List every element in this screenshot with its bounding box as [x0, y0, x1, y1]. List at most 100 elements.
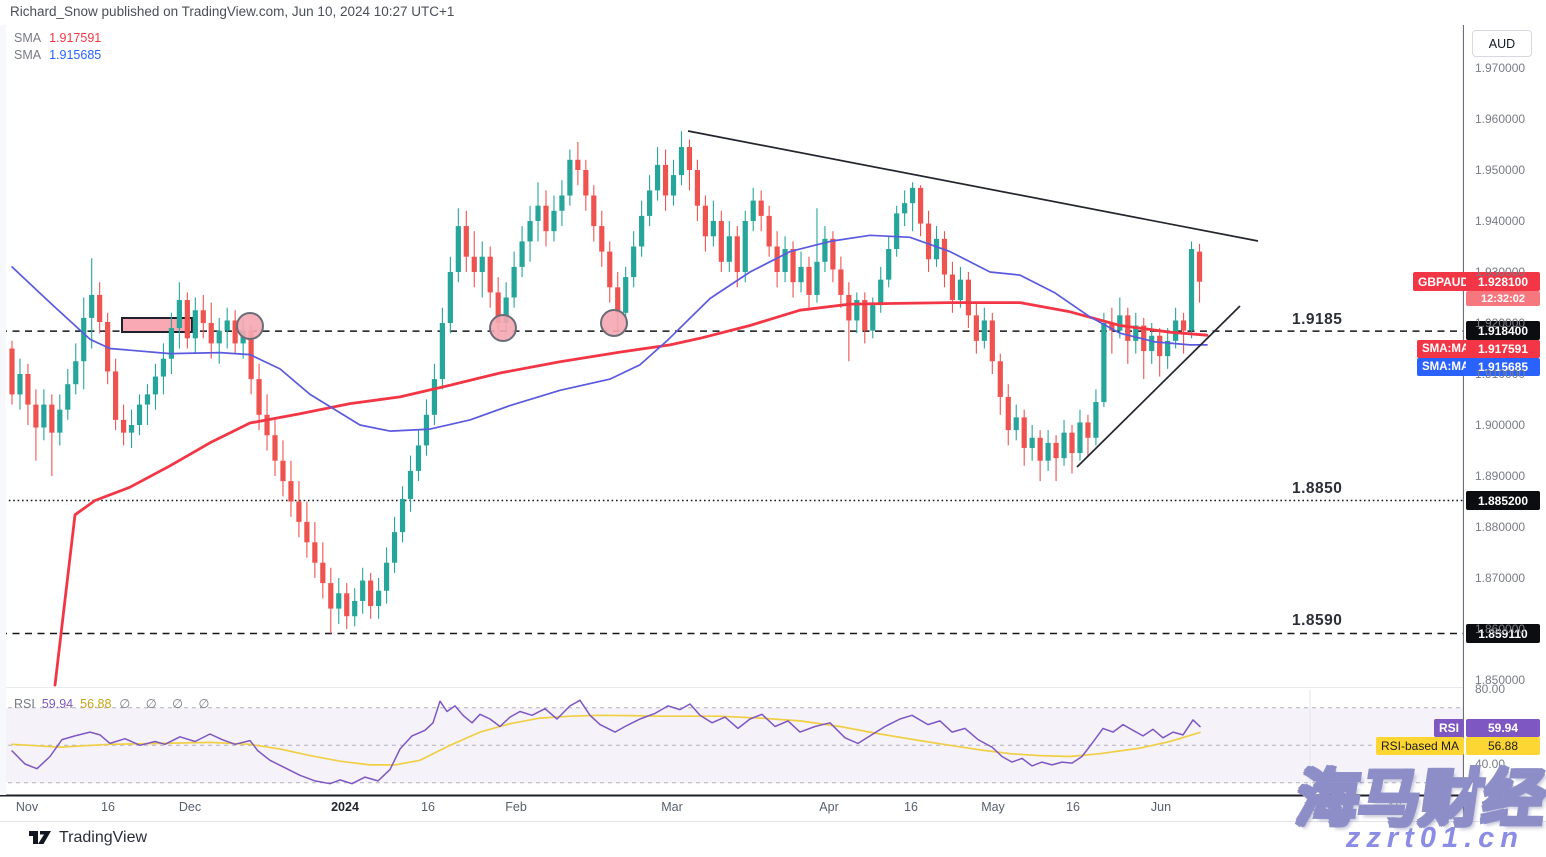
- candle-body: [41, 404, 47, 428]
- candle-body: [1013, 417, 1019, 431]
- candle-body: [790, 249, 796, 283]
- time-axis-tick: May: [981, 800, 1005, 814]
- sma-slow-legend-row[interactable]: SMA 1.915685: [14, 47, 101, 64]
- candle-body: [73, 361, 79, 385]
- candle-body: [1101, 323, 1107, 403]
- price-axis-tick: 1.880000: [1475, 520, 1526, 534]
- candle-body: [766, 215, 772, 247]
- watermark-url: zzrt01.cn: [1345, 822, 1524, 854]
- candle-body: [431, 379, 438, 415]
- level-low-price-tag: 1.859110: [1466, 624, 1540, 643]
- price-axis[interactable]: [1464, 0, 1546, 820]
- candle-body: [447, 272, 453, 323]
- level-label-high[interactable]: 1.9185: [1292, 311, 1343, 328]
- level-label-low[interactable]: 1.8590: [1292, 612, 1343, 629]
- candle-body: [599, 226, 605, 252]
- candle-body: [973, 315, 979, 341]
- time-axis-tick: 16: [904, 800, 918, 814]
- candle-body: [798, 266, 804, 283]
- candle-body: [941, 238, 948, 275]
- sma-fast-label: SMA: [14, 31, 42, 45]
- rsi-ma-line: [11, 714, 1201, 766]
- candle-body: [33, 404, 39, 428]
- candle-body: [1196, 251, 1203, 282]
- rsi-legend-row[interactable]: RSI 59.94 56.88 ∅ ∅ ∅ ∅: [14, 696, 215, 711]
- price-axis-tick: 1.850000: [1475, 673, 1526, 687]
- candle-body: [152, 376, 159, 395]
- candle-body: [320, 562, 326, 584]
- time-axis-tick: Nov: [15, 800, 39, 814]
- candle-body: [567, 159, 573, 196]
- sma-fast-name-tag: SMA:MA: [1417, 340, 1475, 358]
- candle-body: [607, 251, 613, 288]
- time-axis-tick: 16: [101, 800, 115, 814]
- candle-body: [1157, 335, 1163, 357]
- candle-body: [232, 320, 238, 344]
- candle-body: [1061, 432, 1067, 459]
- sma-slow-label: SMA: [14, 48, 42, 62]
- price-axis-tick: 1.910000: [1475, 367, 1526, 381]
- candle-body: [894, 213, 900, 250]
- rsi-null-values: ∅ ∅ ∅ ∅: [119, 697, 216, 711]
- time-axis-tick: 2024: [331, 800, 359, 814]
- circle-annotation: [489, 314, 517, 342]
- circle-annotation: [600, 309, 628, 337]
- candle-body: [910, 187, 916, 204]
- candle-body: [997, 361, 1003, 397]
- candle-body: [862, 300, 868, 331]
- currency-toggle-button[interactable]: AUD: [1472, 30, 1532, 57]
- sma-slow-line: [11, 234, 1208, 432]
- candle-body: [439, 323, 445, 380]
- candle-body: [678, 147, 685, 176]
- candle-body: [1117, 315, 1123, 331]
- price-axis-tick: 1.870000: [1475, 571, 1526, 585]
- level-label-mid[interactable]: 1.8850: [1292, 480, 1343, 497]
- candle-body: [1045, 442, 1051, 461]
- candle-body: [981, 320, 987, 341]
- candle-body: [662, 164, 669, 196]
- sma-fast-legend-row[interactable]: SMA 1.917591: [14, 30, 101, 47]
- candle-body: [742, 221, 748, 272]
- rsi-ma-name-tag: RSI-based MA: [1376, 737, 1465, 755]
- candle-body: [216, 330, 222, 344]
- candle-body: [527, 221, 533, 242]
- sma-fast-line: [53, 301, 1209, 687]
- sma-fast-value-tag: 1.917591: [1466, 340, 1540, 358]
- candle-body: [639, 215, 645, 247]
- time-axis-tick: Jul: [1302, 800, 1318, 814]
- candle-body: [495, 292, 501, 323]
- candle-body: [224, 320, 230, 331]
- candle-body: [399, 498, 406, 533]
- trendline: [687, 130, 1259, 242]
- candle-body: [192, 310, 198, 339]
- candle-body: [870, 305, 876, 331]
- candle-body: [631, 246, 637, 278]
- candle-body: [280, 460, 286, 482]
- candle-body: [344, 593, 350, 617]
- candle-body: [272, 435, 278, 461]
- candle-body: [989, 320, 995, 362]
- level-mid-price-tag: 1.885200: [1466, 491, 1540, 510]
- candle-body: [368, 580, 374, 607]
- candle-body: [949, 274, 956, 301]
- candle-body: [846, 294, 852, 321]
- price-axis-tick: 40.00: [1475, 757, 1506, 771]
- candle-body: [1005, 396, 1011, 431]
- candle-body: [694, 170, 701, 206]
- candle-body: [136, 404, 143, 425]
- candle-body: [1180, 320, 1187, 331]
- candle-body: [471, 256, 477, 272]
- rsi-ma-value: 56.88: [80, 697, 112, 711]
- price-axis-tick: 1.860000: [1475, 622, 1526, 636]
- candle-body: [97, 294, 103, 322]
- candle-body: [1188, 249, 1195, 331]
- candle-body: [1125, 315, 1131, 341]
- time-axis-tick: Dec: [178, 800, 202, 814]
- candle-body: [89, 294, 95, 318]
- tradingview-logo[interactable]: TradingView: [28, 828, 147, 848]
- supply-zone-rect: [121, 317, 193, 333]
- time-axis-tick: 16: [1388, 800, 1402, 814]
- tradingview-logo-icon: [29, 831, 51, 844]
- candle-body: [1021, 417, 1027, 448]
